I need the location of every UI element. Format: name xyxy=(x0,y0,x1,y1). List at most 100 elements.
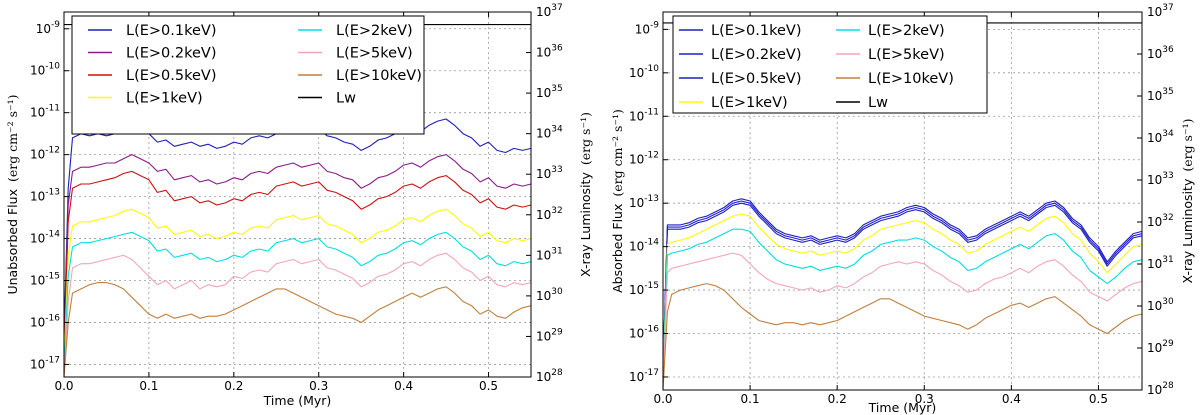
right-y2-tick-label: 1032 xyxy=(1147,213,1174,229)
left-y2-tick-label: 1031 xyxy=(536,246,563,262)
left-x-axis-label: Time (Myr) xyxy=(263,393,332,408)
right-y2-tick-label: 1029 xyxy=(1147,339,1174,355)
right-grid xyxy=(663,12,1142,390)
left-legend-label: L(E>0.1keV) xyxy=(126,23,216,39)
left-y-axis-label-main: Unabsorbed Flux xyxy=(5,189,20,294)
right-legend: L(E>0.1keV) L(E>0.2keV) L(E>0.5keV) L(E>1ke… xyxy=(672,15,988,114)
right-y-axis-label: Absorbed Flux (erg cm⁻² s⁻¹) xyxy=(610,109,625,293)
left-y-tick-label: 10-11 xyxy=(30,104,60,120)
left-legend-label: L(E>5keV) xyxy=(336,46,413,62)
left-legend-label: Lw xyxy=(336,91,356,107)
left-panel: 0.0 0.1 0.2 0.3 0.4 0.5 10-17 10-16 10-15 10-14 10… xyxy=(5,3,593,408)
right-series-line-5 xyxy=(662,252,1143,386)
right-series-group xyxy=(662,22,1143,391)
left-x-tick-label: 0.1 xyxy=(139,379,158,393)
right-legend-box xyxy=(672,15,988,114)
left-legend-label: L(E>2keV) xyxy=(336,23,413,39)
left-x-tick-label: 0.3 xyxy=(309,379,328,393)
left-ticks: 0.0 0.1 0.2 0.3 0.4 0.5 10-17 10-16 10-15 10-14 10… xyxy=(30,3,563,393)
right-x-tick-label: 0.3 xyxy=(915,392,934,406)
right-legend-label: L(E>0.1keV) xyxy=(711,23,801,39)
left-y2-tick-label: 1035 xyxy=(536,84,563,100)
left-legend: L(E>0.1keV) L(E>0.2keV) L(E>0.5keV) L(E>1ke… xyxy=(71,15,425,135)
left-series-line-2 xyxy=(63,170,532,357)
left-series-line-4 xyxy=(63,231,532,373)
right-panel: 0.0 0.1 0.2 0.3 0.4 0.5 10-17 10-16 10-15 10-14 10… xyxy=(610,3,1195,415)
left-x-tick-label: 0.5 xyxy=(479,379,498,393)
right-legend-label: L(E>10keV) xyxy=(868,71,954,87)
right-series-line-6 xyxy=(662,283,1143,391)
right-y-tick-label: 10-9 xyxy=(635,20,660,36)
right-x-tick-label: 0.2 xyxy=(828,392,847,406)
left-y-axis-label: Unabsorbed Flux (erg cm⁻² s⁻¹) xyxy=(5,94,20,294)
left-legend-label: L(E>0.2keV) xyxy=(126,46,216,62)
right-y2-tick-label: 1031 xyxy=(1147,255,1174,271)
right-y2-axis-label-main: X-ray Luminosity xyxy=(1180,178,1195,283)
right-y2-tick-label: 1030 xyxy=(1147,297,1174,313)
left-y-axis-label-units: (erg cm⁻² s⁻¹) xyxy=(5,94,20,182)
left-x-tick-label: 0.2 xyxy=(224,379,243,393)
left-x-tick-label: 0.4 xyxy=(394,379,413,393)
left-y-tick-label: 10-12 xyxy=(30,146,60,162)
left-y-tick-label: 10-10 xyxy=(30,62,60,78)
left-legend-box xyxy=(71,15,425,135)
right-legend-label: Lw xyxy=(868,95,888,111)
right-y2-tick-label: 1035 xyxy=(1147,87,1174,103)
left-y-tick-label: 10-13 xyxy=(30,188,60,204)
left-legend-label: L(E>1keV) xyxy=(126,91,203,107)
right-y-tick-label: 10-12 xyxy=(629,151,659,167)
left-y-tick-label: 10-16 xyxy=(30,313,60,329)
right-series-line-4 xyxy=(662,228,1143,378)
left-series-line-5 xyxy=(63,252,532,378)
left-x-tick-label: 0.0 xyxy=(54,379,73,393)
right-legend-label: L(E>0.2keV) xyxy=(711,47,801,63)
right-y2-tick-label: 1034 xyxy=(1147,129,1174,145)
right-legend-label: L(E>2keV) xyxy=(868,23,945,39)
right-ticks: 0.0 0.1 0.2 0.3 0.4 0.5 10-17 10-16 10-15 10-14 10… xyxy=(629,3,1174,406)
right-y-tick-label: 10-17 xyxy=(629,368,659,384)
right-y-tick-label: 10-15 xyxy=(629,281,659,297)
right-y2-axis-label-units: (erg s⁻¹) xyxy=(1180,119,1195,172)
left-y-tick-label: 10-9 xyxy=(36,20,61,36)
right-x-axis-label: Time (Myr) xyxy=(868,400,937,415)
right-series-line-0 xyxy=(662,198,1143,369)
right-y-tick-label: 10-10 xyxy=(629,64,659,80)
right-x-tick-label: 0.0 xyxy=(653,392,672,406)
left-y2-tick-label: 1032 xyxy=(536,206,563,222)
left-legend-label: L(E>0.5keV) xyxy=(126,68,216,84)
left-y2-tick-label: 1037 xyxy=(536,3,563,19)
left-legend-label: L(E>10keV) xyxy=(336,68,422,84)
left-y2-axis-label-main: X-ray Luminosity xyxy=(578,172,593,277)
left-y2-tick-label: 1034 xyxy=(536,125,563,141)
right-series-line-2 xyxy=(662,202,1143,369)
right-y-tick-label: 10-16 xyxy=(629,325,659,341)
left-y2-tick-label: 1029 xyxy=(536,327,563,343)
right-x-tick-label: 0.5 xyxy=(1089,392,1108,406)
right-y-axis-label-units: (erg cm⁻² s⁻¹) xyxy=(610,109,625,197)
left-y2-tick-label: 1030 xyxy=(536,287,563,303)
right-y-tick-label: 10-13 xyxy=(629,194,659,210)
right-legend-label: L(E>5keV) xyxy=(868,47,945,63)
right-x-tick-label: 0.1 xyxy=(741,392,760,406)
right-legend-label: L(E>0.5keV) xyxy=(711,71,801,87)
right-legend-label: L(E>1keV) xyxy=(711,95,788,111)
right-y2-axis-label: X-ray Luminosity (erg s⁻¹) xyxy=(1180,119,1195,284)
left-y-tick-label: 10-14 xyxy=(30,230,60,246)
right-y-tick-label: 10-14 xyxy=(629,238,659,254)
left-y2-tick-label: 1033 xyxy=(536,165,563,181)
right-y2-tick-label: 1028 xyxy=(1147,381,1174,397)
right-plot-frame xyxy=(662,11,1143,391)
left-y2-axis-label-units: (erg s⁻¹) xyxy=(578,112,593,165)
left-y2-tick-label: 1036 xyxy=(536,44,563,60)
right-series-line-1 xyxy=(662,200,1143,369)
right-y-axis-label-main: Absorbed Flux xyxy=(610,204,625,293)
right-x-tick-label: 0.4 xyxy=(1002,392,1021,406)
left-y-tick-label: 10-17 xyxy=(30,355,60,371)
right-y2-tick-label: 1036 xyxy=(1147,45,1174,61)
left-series-line-1 xyxy=(63,154,532,348)
left-series-line-6 xyxy=(63,282,532,378)
right-series-line-3 xyxy=(662,213,1143,373)
left-y2-axis-label: X-ray Luminosity (erg s⁻¹) xyxy=(578,112,593,277)
right-y2-tick-label: 1033 xyxy=(1147,171,1174,187)
